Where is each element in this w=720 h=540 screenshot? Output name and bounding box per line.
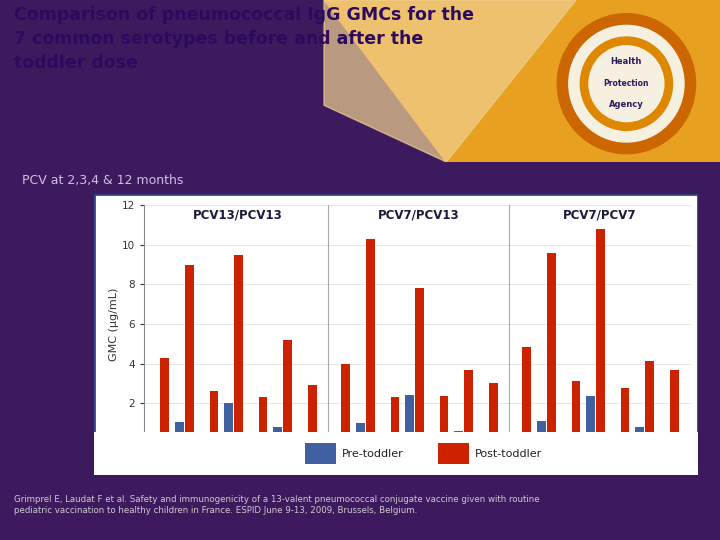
Circle shape [589,46,664,122]
Bar [234,255,243,443]
Bar [523,347,531,443]
Bar [479,436,487,443]
Bar [185,265,194,443]
Text: Agency: Agency [609,99,644,109]
Bar [381,434,390,443]
Bar [390,397,400,443]
Bar [175,422,184,443]
Bar [332,433,341,443]
Bar [547,253,556,443]
Text: Grimprel E, Laudat F et al. Safety and immunogenicity of a 13-valent pneumococca: Grimprel E, Laudat F et al. Safety and i… [14,496,540,515]
Bar [150,437,159,443]
Bar [438,443,469,464]
Bar [611,437,620,443]
Bar [670,369,679,443]
Bar [464,369,473,443]
Bar [308,386,317,443]
Text: Health: Health [611,57,642,66]
Bar [415,288,424,443]
Text: Comparison of pneumococcal IgG GMCs for the
7 common serotypes before and after : Comparison of pneumococcal IgG GMCs for … [14,6,474,72]
Bar [572,381,580,443]
Text: Protection: Protection [603,79,649,88]
Text: PCV7/PCV7: PCV7/PCV7 [563,209,636,222]
Bar [161,357,169,443]
Bar [405,395,414,443]
Bar [283,340,292,443]
Bar [366,239,374,443]
Bar [356,423,365,443]
Y-axis label: GMC (µg/mL): GMC (µg/mL) [109,287,119,361]
Circle shape [580,37,672,130]
Bar [305,443,336,464]
Bar [537,421,546,443]
Bar [586,396,595,443]
Bar [430,438,438,443]
Polygon shape [324,0,720,162]
Bar [258,397,267,443]
Text: PCV13/PCV13: PCV13/PCV13 [193,209,283,222]
Bar [454,431,463,443]
Bar [224,403,233,443]
Bar [660,438,669,443]
Bar [249,437,258,443]
Bar [636,427,644,443]
Bar [562,434,570,443]
Circle shape [569,25,684,142]
Text: PCV at 2,3,4 & 12 months: PCV at 2,3,4 & 12 months [22,174,183,187]
Bar [596,229,605,443]
Text: Pre-toddler: Pre-toddler [341,449,403,458]
Bar [210,392,218,443]
Bar [341,363,350,443]
Bar [274,427,282,443]
Text: Post-toddler: Post-toddler [474,449,542,458]
Bar [298,437,307,443]
Text: PCV7/PCV13: PCV7/PCV13 [378,209,460,222]
Circle shape [557,14,696,154]
Bar [489,383,498,443]
Bar [621,388,629,443]
Bar [199,434,209,443]
Bar [513,433,521,443]
Polygon shape [324,0,576,162]
Bar [440,396,449,443]
Bar [645,361,654,443]
